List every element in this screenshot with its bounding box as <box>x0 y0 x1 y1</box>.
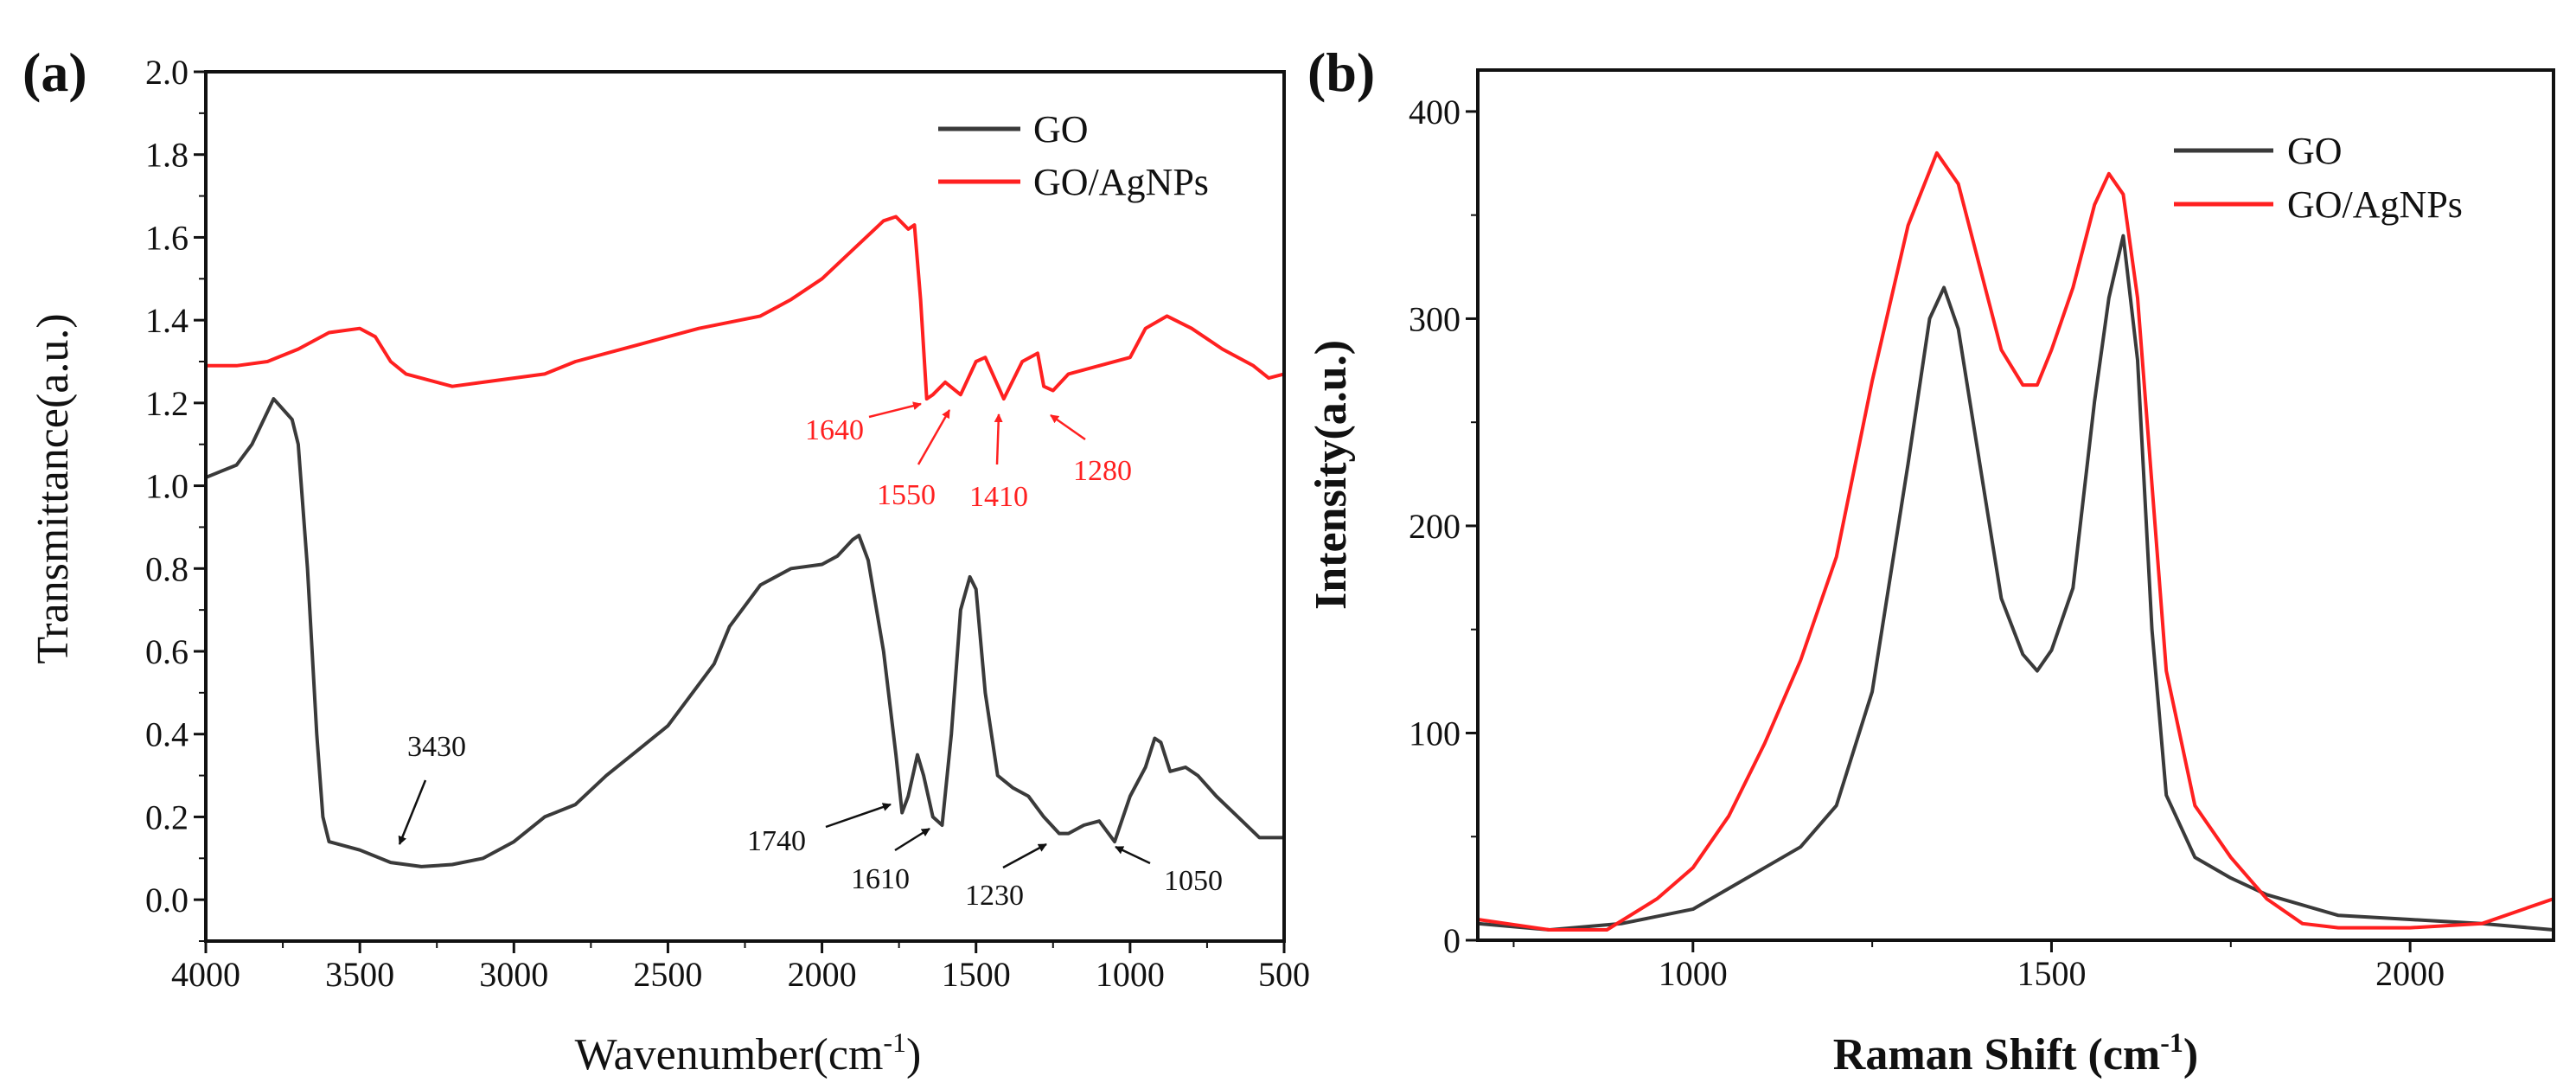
legend-label: GO/AgNPs <box>2287 183 2463 226</box>
series-line-go-agnps <box>1478 151 2554 932</box>
x-tick-label: 3000 <box>479 955 548 994</box>
x-tick-label: 1000 <box>1659 954 1728 993</box>
x-axis-title: Wavenumber(cm-1) <box>575 1027 922 1079</box>
y-tick-label: 0.8 <box>145 549 189 588</box>
y-tick-label: 0.2 <box>145 798 189 836</box>
annotation-arrow <box>1002 842 1047 869</box>
series-line-go <box>1478 234 2554 932</box>
x-tick-label: 4000 <box>171 955 240 994</box>
series-line-go-agnps <box>206 215 1284 401</box>
y-axis-title: Transmittance(a.u.) <box>29 313 78 663</box>
annotation-arrow <box>917 409 951 465</box>
x-tick-label: 1500 <box>2017 954 2086 993</box>
panel-a-ftir: (a) GO GO/AgNPs 0.0 0.2 0.4 0.6 0.8 1.0 1.2 1.4 1.6… <box>22 42 1310 1079</box>
x-tick-label: 500 <box>1258 955 1310 994</box>
y-tick-label: 100 <box>1409 714 1461 753</box>
annotation-label: 1610 <box>851 863 910 895</box>
y-tick-label: 0 <box>1443 921 1461 960</box>
panel-b-raman: (b) GO GO/AgNPs 0 100 200 300 400 1000 1500 2000 In… <box>1307 42 2555 1079</box>
annotation-arrow <box>1115 845 1151 865</box>
x-tick-label: 3500 <box>325 955 394 994</box>
annotation-arrow <box>825 803 892 829</box>
legend-label: GO <box>1033 108 1089 151</box>
annotation-arrow <box>994 413 1003 465</box>
series-line-go <box>206 397 1284 868</box>
x-tick-label: 2000 <box>788 955 857 994</box>
annotation-arrow <box>1050 413 1086 441</box>
y-tick-label: 1.2 <box>145 384 189 423</box>
y-tick-label: 1.0 <box>145 467 189 506</box>
annotation-arrow <box>398 779 427 845</box>
panel-label: (b) <box>1307 42 1375 103</box>
annotation-label: 3430 <box>407 731 466 763</box>
x-axis-title-superscript: -1 <box>2160 1027 2183 1058</box>
annotation-label: 1280 <box>1073 455 1132 487</box>
y-tick-label: 2.0 <box>145 53 189 92</box>
y-tick-label: 1.8 <box>145 136 189 175</box>
x-axis-title: Raman Shift (cm-1) <box>1833 1027 2198 1079</box>
y-tick-label: 1.6 <box>145 218 189 257</box>
x-axis-title-close: ) <box>906 1030 921 1079</box>
x-tick-label: 2000 <box>2375 954 2445 993</box>
y-tick-label: 1.4 <box>145 301 189 340</box>
annotation-arrow <box>868 401 922 419</box>
x-axis-title-close: ) <box>2183 1030 2198 1079</box>
x-tick-label: 2500 <box>633 955 702 994</box>
annotation-label: 1740 <box>747 825 806 857</box>
y-axis-title: Intensity(a.u.) <box>1307 340 1356 610</box>
y-tick-label: 0.6 <box>145 632 189 671</box>
y-tick-label: 0.0 <box>145 881 189 919</box>
x-axis-title-superscript: -1 <box>883 1027 906 1058</box>
legend-label: GO/AgNPs <box>1033 161 1209 203</box>
annotation-label: 1640 <box>805 414 864 446</box>
annotation-label: 1410 <box>969 481 1028 513</box>
x-tick-label: 1000 <box>1096 955 1165 994</box>
legend-label: GO <box>2287 130 2343 172</box>
y-tick-label: 300 <box>1409 299 1461 338</box>
y-tick-label: 400 <box>1409 93 1461 131</box>
annotation-label: 1230 <box>965 880 1024 912</box>
x-tick-label: 1500 <box>942 955 1011 994</box>
annotation-label: 1550 <box>877 479 936 511</box>
plot-frame <box>1476 68 2555 942</box>
y-tick-label: 200 <box>1409 507 1461 546</box>
annotation-label: 1050 <box>1164 865 1223 897</box>
x-axis-title-text: Raman Shift (cm <box>1833 1030 2160 1079</box>
y-tick-label: 0.4 <box>145 715 189 754</box>
panel-label: (a) <box>22 42 87 103</box>
x-axis-title-text: Wavenumber(cm <box>575 1030 884 1079</box>
annotation-arrow <box>894 827 930 852</box>
